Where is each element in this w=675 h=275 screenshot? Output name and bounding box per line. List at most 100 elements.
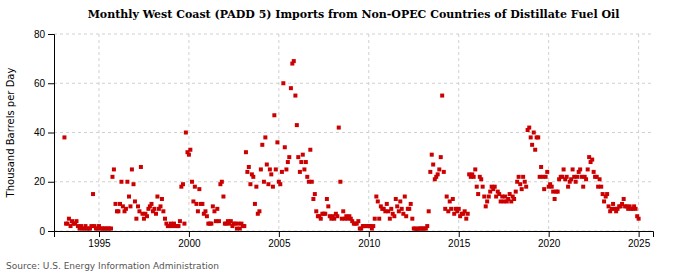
point [404,214,408,218]
point [464,217,468,221]
point [442,170,446,174]
point [521,175,525,179]
x-tick-mark [459,231,460,237]
point [484,204,488,208]
point [116,209,120,213]
point [637,217,641,221]
point [296,155,300,159]
point [245,170,249,174]
point [269,172,273,176]
point [425,224,429,228]
point [584,177,588,181]
y-grid-line [54,83,653,84]
point [376,199,380,203]
point [215,207,219,211]
x-tick-label: 1995 [88,238,111,249]
point [263,135,267,139]
point [274,167,278,171]
point [611,202,615,206]
point [91,192,95,196]
x-axis: 1995200020052010201520202025 [55,231,654,249]
point [211,204,215,208]
y-tick-mark [48,83,54,84]
x-tick: 2025 [628,231,651,249]
y-tick: 0 [39,226,54,237]
x-tick: 2020 [538,231,561,249]
point [520,187,524,191]
point [428,170,432,174]
point [254,185,258,189]
x-tick-mark [279,231,280,237]
point [155,195,159,199]
y-tick-label: 80 [34,29,46,40]
y-tick-mark [48,133,54,134]
point [536,135,540,139]
point [544,175,548,179]
point [217,219,221,223]
point [133,199,137,203]
point [152,207,156,211]
point [295,123,299,127]
y-tick: 80 [34,29,54,40]
point [124,207,128,211]
source: Source: U.S. Energy Information Administ… [6,261,219,271]
point [512,197,516,201]
point [482,195,486,199]
point [545,170,549,174]
x-tick-label: 2010 [358,238,381,249]
point [278,182,282,186]
x-tick-label: 2025 [628,238,651,249]
point [176,224,180,228]
y-tick-label: 20 [34,176,46,187]
point [319,217,323,221]
point [335,214,339,218]
point [539,165,543,169]
point [466,212,470,216]
x-tick-mark [189,231,190,237]
point [272,113,276,117]
point [260,143,264,147]
point [431,163,435,167]
point [395,204,399,208]
point [136,204,140,208]
point [114,202,118,206]
x-tick: 2015 [448,231,471,249]
points [62,59,640,231]
point [437,167,441,171]
plot-area: 1995200020052010201520202025020406080 [34,29,654,249]
point [262,180,266,184]
point [409,202,413,206]
point [209,222,213,226]
point [305,175,309,179]
point [257,209,261,213]
point [430,153,434,157]
point [220,180,224,184]
point [74,219,78,223]
point [475,185,479,189]
point [193,185,197,189]
point [326,204,330,208]
point [298,170,302,174]
point [313,192,317,196]
point [205,214,209,218]
point [289,86,293,90]
x-tick: 2000 [178,231,201,249]
point [310,180,314,184]
point [187,153,191,157]
x-tick-label: 2020 [538,238,561,249]
point [373,217,377,221]
y-axis: 020406080 [34,29,55,237]
point [161,209,165,213]
point [481,185,485,189]
point [132,182,136,186]
y-grid-line [54,34,653,35]
point [268,167,272,171]
point [398,199,402,203]
point [341,209,345,213]
point [311,197,315,201]
point [194,202,198,206]
point [533,148,537,152]
y-tick: 20 [34,176,54,187]
point [592,170,596,174]
point [407,207,411,211]
